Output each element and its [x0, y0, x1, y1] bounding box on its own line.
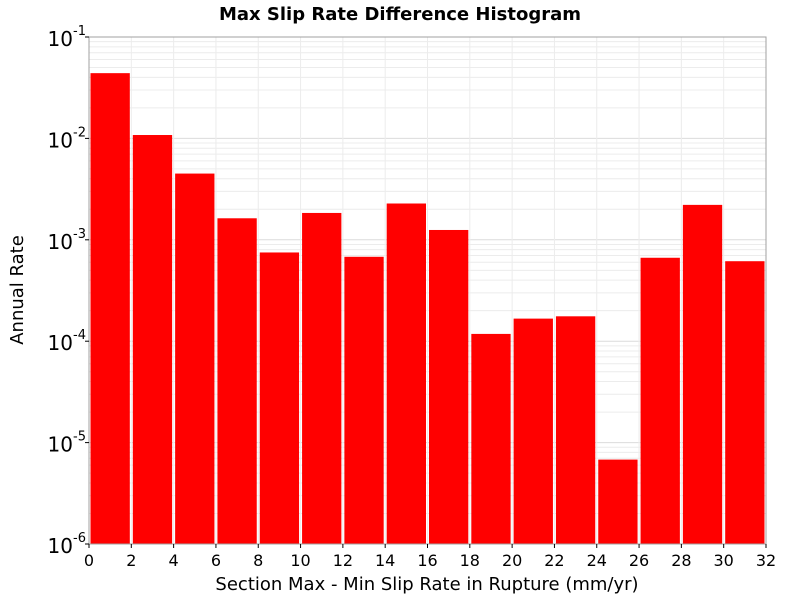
histogram-bar — [259, 252, 300, 544]
y-tick-exponent: -5 — [73, 430, 86, 445]
x-axis-ticks: 0 2 4 6 8 10 12 14 16 18 20 22 24 26 28 30 32 — [84, 544, 776, 570]
y-tick-label: 10 — [48, 331, 73, 355]
x-tick-label: 2 — [126, 551, 136, 570]
x-tick-label: 20 — [502, 551, 522, 570]
histogram-bar — [217, 218, 257, 544]
histogram-bar — [640, 257, 680, 544]
x-tick-label: 16 — [417, 551, 437, 570]
histogram-bar — [598, 459, 638, 544]
y-tick-exponent: -4 — [73, 328, 86, 343]
histogram-bar — [175, 173, 215, 544]
y-tick-exponent: -6 — [73, 531, 86, 546]
x-tick-label: 32 — [756, 551, 776, 570]
x-tick-label: 30 — [714, 551, 734, 570]
chart-title: Max Slip Rate Difference Histogram — [219, 4, 581, 25]
histogram-bar — [344, 256, 384, 544]
x-tick-label: 8 — [253, 551, 263, 570]
histogram-bar — [132, 135, 173, 544]
y-axis-ticks: 10-610-510-410-310-210-1 — [48, 24, 89, 558]
bars — [90, 73, 765, 545]
histogram-bar — [513, 318, 553, 544]
y-tick-exponent: -3 — [73, 227, 86, 242]
x-tick-label: 10 — [290, 551, 310, 570]
histogram-bar — [90, 73, 130, 544]
x-tick-label: 26 — [629, 551, 649, 570]
histogram-bar — [555, 316, 596, 544]
x-tick-label: 22 — [544, 551, 564, 570]
x-tick-label: 12 — [333, 551, 353, 570]
y-axis-label: Annual Rate — [7, 235, 28, 345]
y-tick-exponent: -1 — [73, 24, 86, 39]
y-tick-label: 10 — [48, 27, 73, 51]
x-tick-label: 18 — [460, 551, 480, 570]
x-tick-label: 6 — [211, 551, 221, 570]
x-axis-label: Section Max - Min Slip Rate in Rupture (… — [215, 574, 638, 595]
histogram-bar — [725, 261, 765, 544]
histogram-bar — [386, 203, 426, 544]
x-tick-label: 24 — [587, 551, 607, 570]
y-tick-exponent: -2 — [73, 125, 86, 140]
y-tick-label: 10 — [48, 230, 73, 254]
x-tick-label: 28 — [671, 551, 691, 570]
x-tick-label: 14 — [375, 551, 395, 570]
histogram-bar — [429, 229, 469, 544]
y-tick-label: 10 — [48, 534, 73, 558]
histogram-bar — [302, 212, 342, 544]
x-tick-label: 0 — [84, 551, 94, 570]
y-tick-label: 10 — [48, 433, 73, 457]
y-tick-label: 10 — [48, 128, 73, 152]
x-tick-label: 4 — [169, 551, 179, 570]
histogram-bar — [682, 204, 723, 545]
histogram-bar — [471, 333, 511, 544]
